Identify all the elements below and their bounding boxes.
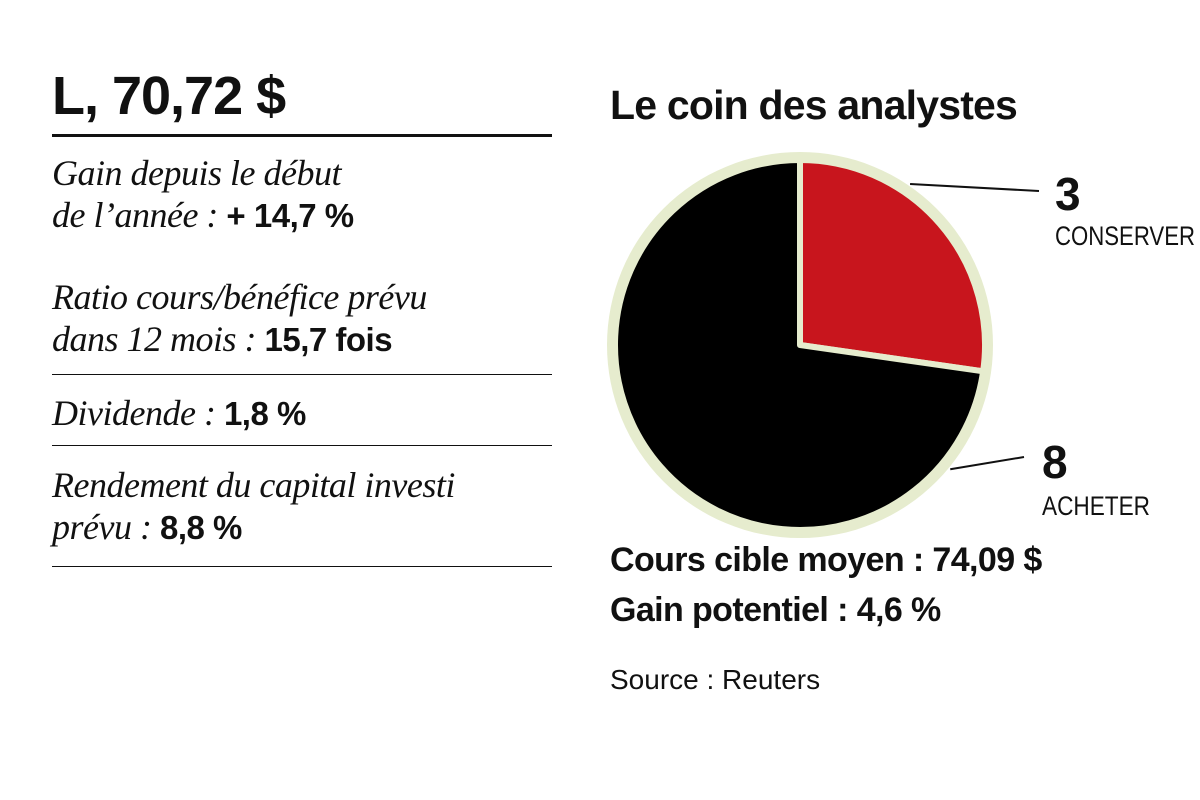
potential-gain-label: Gain potentiel : [610,591,848,629]
metric-roic-value: 8,8 % [159,509,242,546]
metric-ytd-gain: Gain depuis le début de l’année : + 14,7… [52,152,562,237]
slice-label-conserver: CONSERVER [1055,221,1195,251]
metric-ytd-gain-label-2: de l’année : [52,195,218,235]
metric-pe-ratio-label-2: dans 12 mois : [52,319,257,359]
stock-title: L, 70,72 $ [52,66,286,126]
divider-1 [52,374,552,375]
metric-dividend-value: 1,8 % [223,395,306,432]
metric-roic: Rendement du capital investi prévu : 8,8… [52,464,562,549]
title-divider [52,134,552,137]
potential-gain: Gain potentiel : 4,6 % [610,590,941,630]
leader-line-acheter [950,456,1025,471]
slice-value-acheter: 8 [1042,436,1068,488]
slice-label-acheter: ACHETER [1042,491,1150,521]
leader-line-conserver [910,183,1040,192]
metric-dividend: Dividende : 1,8 % [52,392,562,435]
chart-title: Le coin des analystes [610,82,1018,128]
metric-ytd-gain-value: + 14,7 % [226,197,354,234]
metric-ytd-gain-label-1: Gain depuis le début [52,153,341,193]
metric-roic-label-1: Rendement du capital investi [52,465,455,505]
metric-pe-ratio-value: 15,7 fois [264,321,393,358]
metric-dividend-label: Dividende : [52,393,216,433]
divider-2 [52,445,552,446]
potential-gain-value: 4,6 % [856,591,942,629]
slice-value-conserver: 3 [1055,168,1081,220]
target-price-label: Cours cible moyen : [610,541,924,579]
metric-roic-label-2: prévu : [52,507,152,547]
pie-slice-acheter [612,157,987,533]
metric-pe-ratio-label-1: Ratio cours/bénéfice prévu [52,277,427,317]
pie-slice-conserver [797,157,988,375]
divider-3 [52,566,552,567]
target-price: Cours cible moyen : 74,09 $ [610,540,1042,580]
source-note: Source : Reuters [610,664,821,695]
metric-pe-ratio: Ratio cours/bénéfice prévu dans 12 mois … [52,276,562,361]
target-price-value: 74,09 $ [932,541,1042,579]
